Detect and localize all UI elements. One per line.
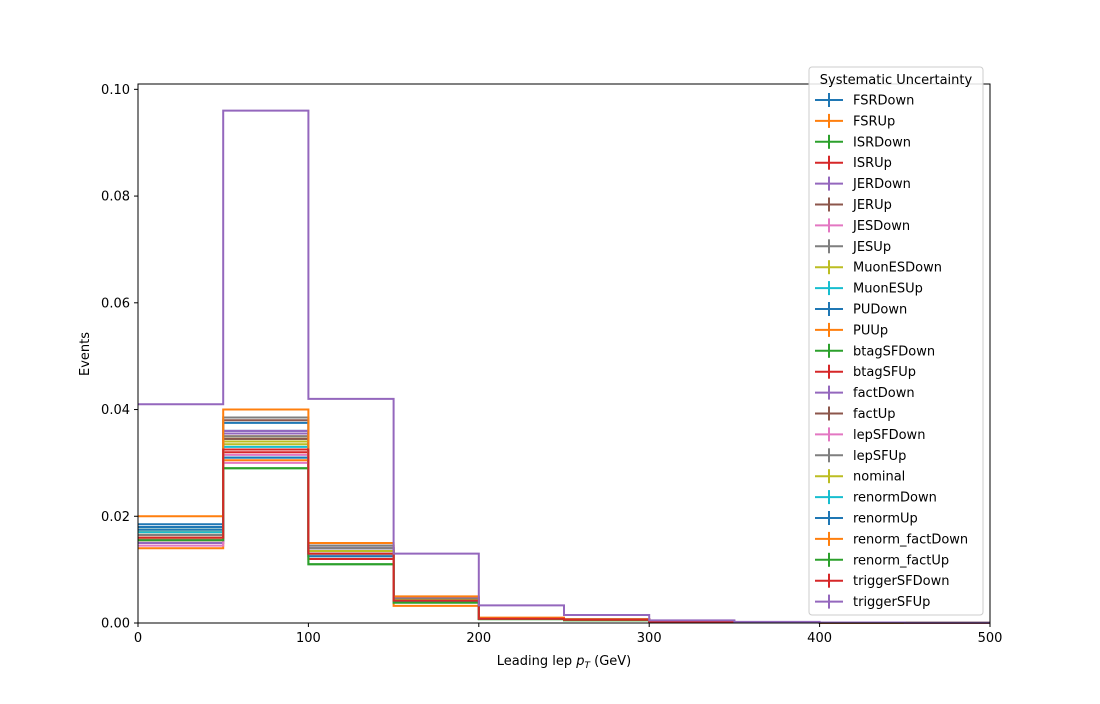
legend-item-lepSFDown: lepSFDown	[815, 427, 925, 443]
legend-item-renormDown: renormDown	[815, 490, 937, 506]
legend-item-ISRDown: ISRDown	[815, 134, 911, 150]
legend-label: PUDown	[853, 303, 907, 318]
series-line-triggerSFUp	[138, 109, 990, 624]
legend-item-JERUp: JERUp	[815, 197, 892, 213]
legend-box	[808, 66, 984, 616]
legend-item-FSRDown: FSRDown	[815, 93, 914, 109]
y-tick-label: 0.04	[101, 403, 130, 418]
y-tick-label: 0.00	[101, 617, 130, 632]
legend-item-renormUp: renormUp	[815, 511, 918, 527]
legend-label: factUp	[853, 407, 896, 422]
legend-item-ISRUp: ISRUp	[815, 155, 892, 171]
y-axis: 0.00 0.02 0.04 0.06 0.08 0.10	[101, 83, 138, 632]
y-tick-label: 0.06	[101, 296, 130, 311]
legend-item-factDown: factDown	[815, 385, 915, 401]
y-tick-label: 0.08	[101, 190, 130, 205]
x-axis: 0 100 200 300 400 500	[134, 623, 1003, 646]
x-tick-label: 0	[134, 631, 142, 646]
legend-label: lepSFUp	[853, 449, 906, 464]
y-tick-label: 0.10	[101, 83, 130, 98]
legend-label: MuonESDown	[853, 261, 942, 276]
legend-item-renorm_factDown: renorm_factDown	[815, 531, 968, 547]
legend-item-JERDown: JERDown	[815, 176, 911, 192]
legend-label: renorm_factDown	[853, 532, 968, 547]
legend-item-FSRUp: FSRUp	[815, 113, 895, 129]
legend-items: FSRDown FSRUp ISRDown ISRUp JERDown JERUp JESD…	[815, 93, 968, 610]
legend-label: renormDown	[853, 491, 937, 506]
legend-label: FSRUp	[853, 114, 895, 129]
legend-label: ISRUp	[853, 156, 892, 171]
legend-label: btagSFDown	[853, 344, 935, 359]
legend-item-btagSFDown: btagSFDown	[815, 343, 935, 359]
legend-label: nominal	[853, 470, 905, 485]
legend-item-nominal: nominal	[815, 469, 905, 485]
x-axis-label: Leading lep pT (GeV)	[497, 654, 631, 671]
legend-label: ISRDown	[853, 135, 911, 150]
legend-label: btagSFUp	[853, 365, 916, 380]
legend-item-btagSFUp: btagSFUp	[815, 364, 916, 380]
legend-item-PUUp: PUUp	[815, 322, 888, 338]
plot-frame	[137, 83, 991, 624]
legend-label: lepSFDown	[853, 428, 925, 443]
x-tick-label: 500	[978, 631, 1003, 646]
y-tick-label: 0.02	[101, 510, 130, 525]
legend-item-JESUp: JESUp	[815, 239, 891, 255]
legend-label: JESDown	[852, 219, 910, 234]
legend-item-MuonESDown: MuonESDown	[815, 260, 942, 276]
legend-label: factDown	[853, 386, 915, 401]
legend-label: renorm_factUp	[853, 553, 949, 568]
legend-label: PUUp	[853, 323, 888, 338]
x-tick-label: 100	[296, 631, 321, 646]
legend-item-renorm_factUp: renorm_factUp	[815, 552, 949, 568]
legend-label: triggerSFUp	[853, 595, 930, 610]
x-tick-label: 300	[637, 631, 662, 646]
legend-item-JESDown: JESDown	[815, 218, 910, 234]
legend-item-triggerSFDown: triggerSFDown	[815, 573, 949, 589]
legend: Systematic Uncertainty FSRDown FSRUp ISRDo…	[808, 66, 984, 616]
legend-label: JERUp	[852, 198, 892, 213]
x-tick-label: 200	[466, 631, 491, 646]
legend-label: triggerSFDown	[853, 574, 949, 589]
legend-item-PUDown: PUDown	[815, 302, 907, 318]
legend-label: MuonESUp	[853, 282, 923, 297]
legend-item-triggerSFUp: triggerSFUp	[815, 594, 930, 610]
legend-item-lepSFUp: lepSFUp	[815, 448, 906, 464]
y-axis-label: Events	[78, 332, 93, 376]
legend-title: Systematic Uncertainty	[820, 73, 973, 88]
x-tick-label: 400	[807, 631, 832, 646]
legend-label: JESUp	[852, 240, 891, 255]
legend-label: FSRDown	[853, 94, 914, 109]
legend-item-MuonESUp: MuonESUp	[815, 281, 923, 297]
legend-item-factUp: factUp	[815, 406, 896, 422]
legend-label: JERDown	[852, 177, 911, 192]
legend-label: renormUp	[853, 512, 918, 527]
